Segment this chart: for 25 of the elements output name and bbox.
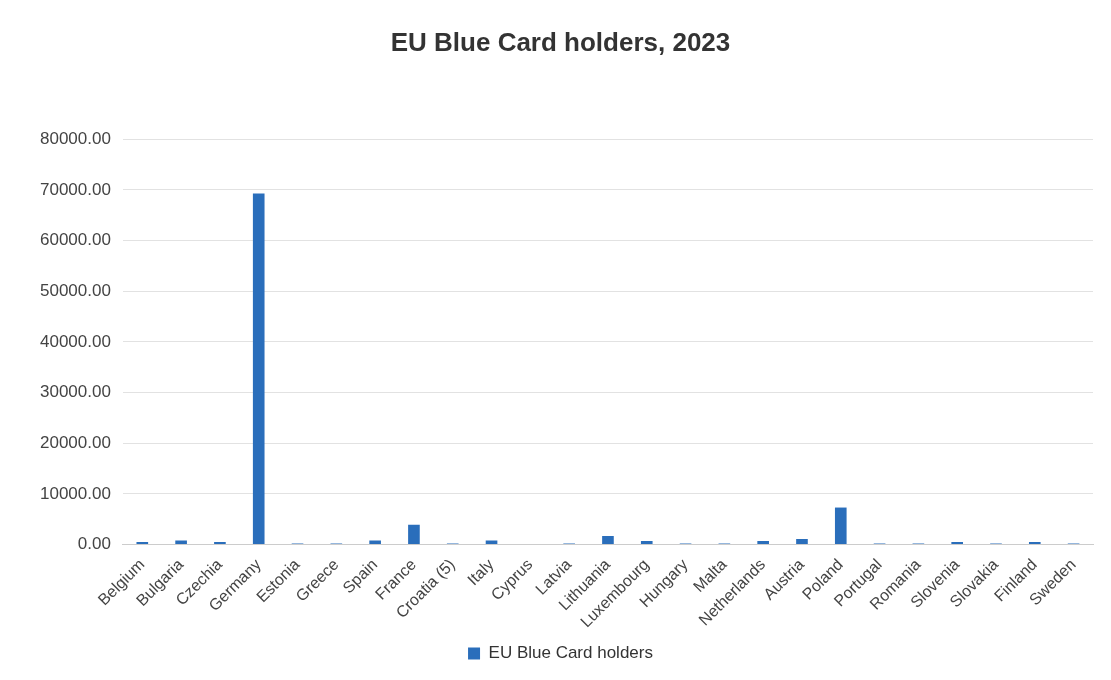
- y-tick-label: 60000.00: [40, 230, 111, 250]
- bar: [214, 542, 226, 545]
- y-tick-label: 0.00: [77, 534, 111, 554]
- bar: [757, 540, 769, 545]
- y-tick-label: 70000.00: [40, 179, 111, 199]
- bar: [1028, 542, 1041, 545]
- bar: [951, 542, 964, 545]
- bar: [136, 542, 149, 545]
- y-tick-label: 80000.00: [40, 128, 111, 148]
- bar: [175, 540, 187, 545]
- y-tick-label: 50000.00: [40, 280, 111, 300]
- bar: [796, 538, 808, 545]
- bar: [369, 540, 381, 545]
- bar: [252, 193, 265, 545]
- chart-title: EU Blue Card holders, 2023: [390, 26, 731, 57]
- y-tick-label: 10000.00: [40, 483, 111, 503]
- legend-label: EU Blue Card holders: [488, 643, 653, 663]
- bar: [408, 524, 420, 545]
- bar: [640, 540, 653, 545]
- bar: [485, 540, 498, 545]
- y-tick-label: 20000.00: [40, 432, 111, 452]
- y-tick-label: 30000.00: [40, 382, 111, 402]
- y-tick-label: 40000.00: [40, 331, 111, 351]
- bar: [602, 535, 614, 545]
- bar: [834, 507, 847, 545]
